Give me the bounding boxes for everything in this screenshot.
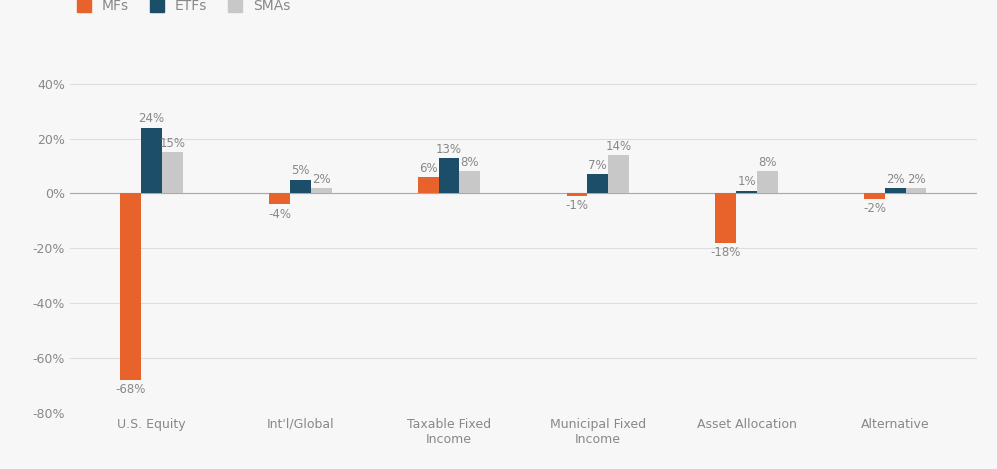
- Text: -4%: -4%: [268, 208, 291, 220]
- Bar: [269, 193, 290, 204]
- Bar: [121, 193, 142, 380]
- Bar: [608, 155, 629, 193]
- Text: 2%: 2%: [906, 173, 925, 186]
- Text: 7%: 7%: [588, 159, 607, 172]
- Text: -2%: -2%: [863, 202, 886, 215]
- Bar: [162, 152, 182, 193]
- Bar: [864, 193, 885, 199]
- Bar: [418, 177, 439, 193]
- Text: 2%: 2%: [886, 173, 904, 186]
- Bar: [885, 188, 905, 193]
- Text: 24%: 24%: [139, 113, 165, 125]
- Text: 13%: 13%: [436, 143, 462, 156]
- Text: 5%: 5%: [291, 165, 310, 177]
- Text: 1%: 1%: [737, 175, 756, 189]
- Bar: [715, 193, 736, 243]
- Bar: [439, 158, 460, 193]
- Bar: [905, 188, 926, 193]
- Text: 2%: 2%: [312, 173, 330, 186]
- Text: -68%: -68%: [116, 383, 146, 396]
- Bar: [290, 180, 311, 193]
- Bar: [566, 193, 587, 196]
- Legend: MFs, ETFs, SMAs: MFs, ETFs, SMAs: [77, 0, 290, 13]
- Text: 14%: 14%: [605, 140, 632, 153]
- Text: 6%: 6%: [419, 162, 438, 175]
- Text: -1%: -1%: [565, 199, 588, 212]
- Text: 15%: 15%: [160, 137, 185, 150]
- Bar: [142, 128, 162, 193]
- Bar: [311, 188, 332, 193]
- Bar: [736, 190, 757, 193]
- Bar: [757, 172, 778, 193]
- Text: 8%: 8%: [461, 156, 480, 169]
- Bar: [587, 174, 608, 193]
- Text: -18%: -18%: [711, 246, 741, 259]
- Text: 8%: 8%: [758, 156, 777, 169]
- Bar: [460, 172, 481, 193]
